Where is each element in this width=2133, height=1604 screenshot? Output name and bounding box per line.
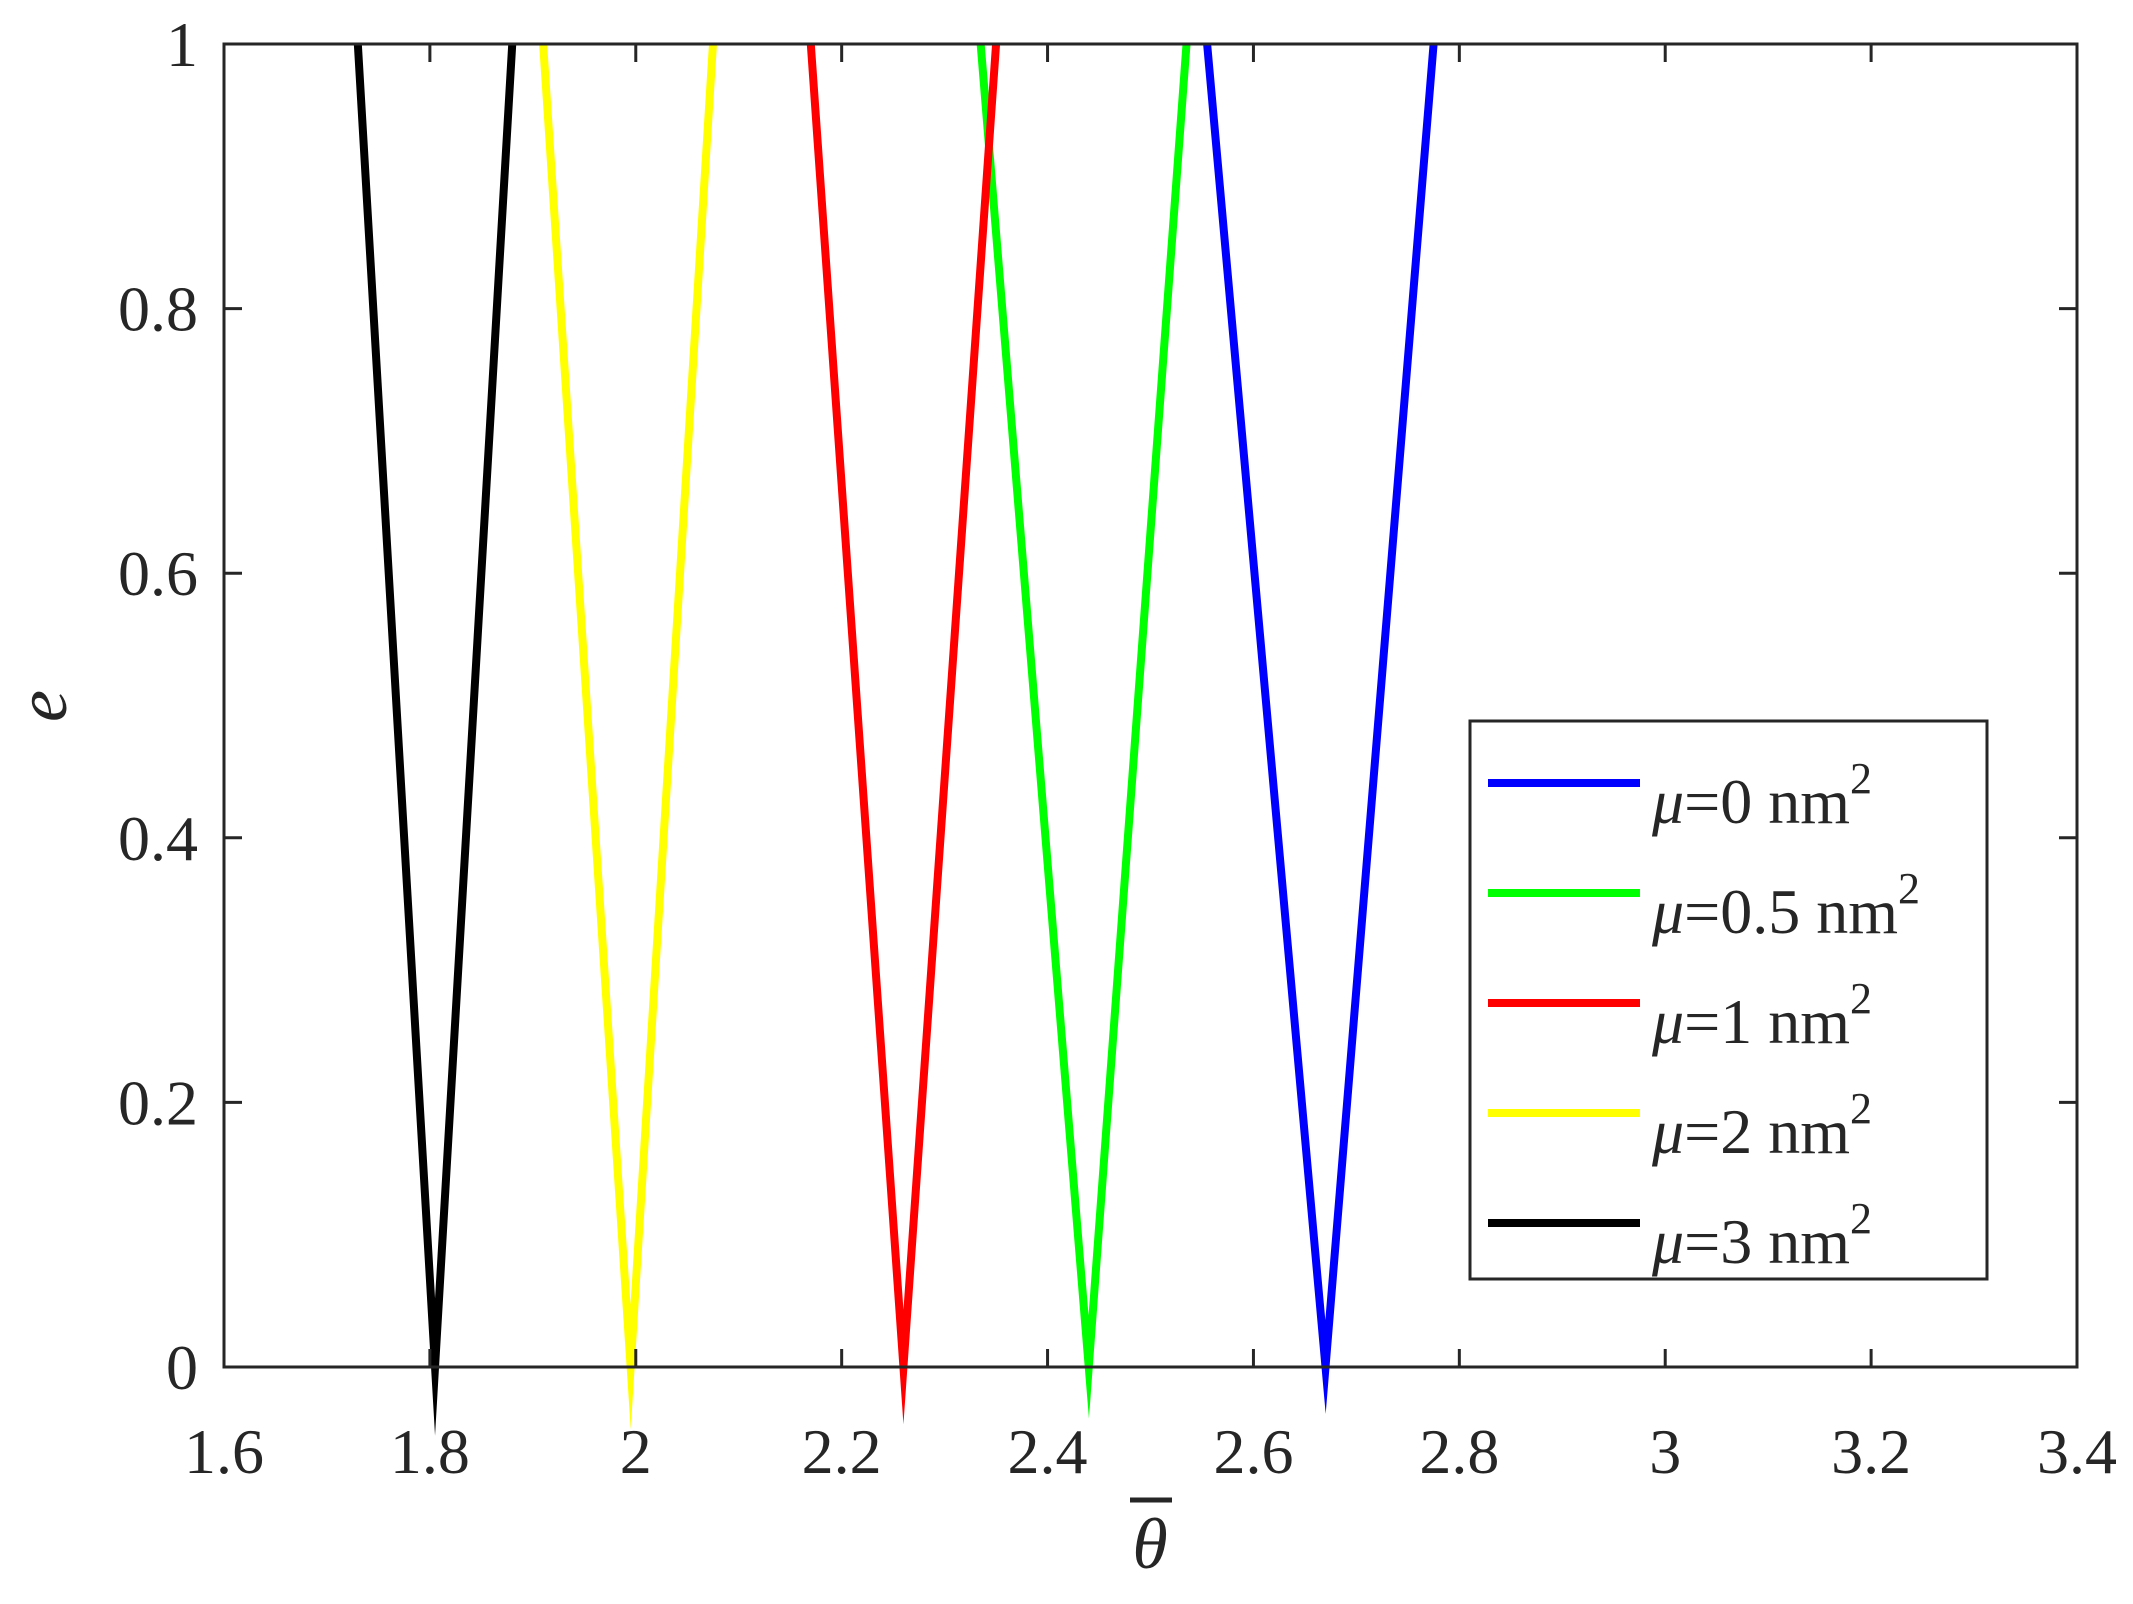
legend-label-3: μ=2 nm2 — [1651, 1084, 1872, 1167]
y-axis-label: e — [2, 690, 82, 722]
y-tick-label: 0 — [166, 1332, 198, 1403]
x-tick-label: 2.4 — [1008, 1416, 1088, 1487]
plot-frame — [222, 42, 2079, 1369]
y-tick-label: 1 — [166, 9, 198, 80]
label-layer: θ e — [2, 690, 1172, 1584]
x-tick-label: 3.4 — [2037, 1416, 2117, 1487]
legend: μ=0 nm2 μ=0.5 nm2 μ=1 nm2 μ=2 nm2 μ=3 nm2 — [1468, 719, 1989, 1281]
x-axis-label: θ — [1132, 1504, 1167, 1584]
x-tick-label: 2.8 — [1419, 1416, 1499, 1487]
x-tick-label: 2 — [620, 1416, 652, 1487]
x-tick-label: 3.2 — [1831, 1416, 1911, 1487]
tick-layer: 1.6 1.8 2 2.2 2.4 2.6 2.8 3 3.2 3.4 0 0.2 0.4 0.6 0.8 1 — [118, 9, 2117, 1487]
y-tick-label: 0.6 — [118, 538, 198, 609]
y-tick-label: 0.2 — [118, 1067, 198, 1138]
legend-items: μ=0 nm2 μ=0.5 nm2 μ=1 nm2 μ=2 nm2 μ=3 nm2 — [1488, 754, 1920, 1277]
x-tick-label: 3 — [1649, 1416, 1681, 1487]
legend-label-2: μ=1 nm2 — [1651, 974, 1872, 1057]
x-tick-label: 2.6 — [1213, 1416, 1293, 1487]
x-tick-label: 1.8 — [390, 1416, 470, 1487]
legend-label-1: μ=0.5 nm2 — [1651, 864, 1920, 947]
x-tick-label: 2.2 — [802, 1416, 882, 1487]
legend-label-0: μ=0 nm2 — [1651, 754, 1872, 837]
y-tick-label: 0.8 — [118, 274, 198, 345]
y-tick-label: 0.4 — [118, 803, 198, 874]
legend-label-4: μ=3 nm2 — [1651, 1194, 1872, 1277]
x-tick-label: 1.6 — [184, 1416, 264, 1487]
